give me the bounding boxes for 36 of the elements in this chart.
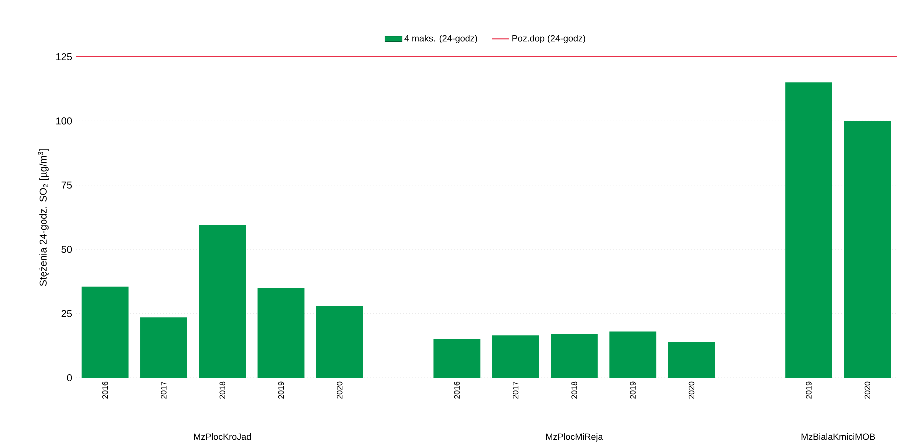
x-tick-label: 2018 [572, 382, 578, 399]
y-tick-label: 0 [67, 374, 72, 382]
x-tick-label: 2016 [454, 382, 460, 399]
x-tick-label: 2016 [102, 382, 108, 399]
bar [140, 318, 188, 378]
x-tick-label: 2017 [512, 382, 519, 399]
x-tick-label: 2019 [806, 382, 812, 399]
bar [492, 336, 540, 378]
y-tick-label: 75 [62, 182, 72, 189]
y-tick-label: 100 [56, 118, 72, 125]
bar [610, 332, 657, 378]
text: MzPlocKroJad [194, 434, 252, 440]
y-tick-label: 125 [56, 53, 72, 61]
bar [844, 121, 892, 378]
x-tick-label: 2018 [220, 382, 226, 399]
x-tick-label: 2020 [688, 382, 695, 399]
x-tick-label: 2019 [278, 382, 284, 399]
bar [199, 225, 246, 378]
x-tick-label: 2017 [161, 382, 167, 399]
text: MzBialaKmiciMOB [802, 434, 876, 440]
y-tick-label: 50 [62, 246, 72, 254]
bar [82, 286, 129, 378]
x-tick-label: 2019 [630, 382, 636, 399]
bar [786, 82, 832, 378]
bar [551, 334, 598, 378]
legend-label: 4 maks. (24-godz) [404, 35, 478, 44]
bar [434, 339, 481, 378]
y-tick-label: 25 [62, 310, 72, 318]
bar [258, 288, 305, 378]
x-tick-label: 2020 [337, 382, 343, 399]
bar [668, 342, 716, 378]
legend-label: Poz.dop (24-godz) [512, 35, 586, 44]
bar [316, 306, 364, 378]
text: MzPlocMiReja [546, 434, 604, 442]
y-axis-title: Stężenia 24-godz. SO$_{2}$ [µg/m$^{3}$] [38, 149, 49, 286]
x-tick-label: 2020 [864, 382, 871, 399]
